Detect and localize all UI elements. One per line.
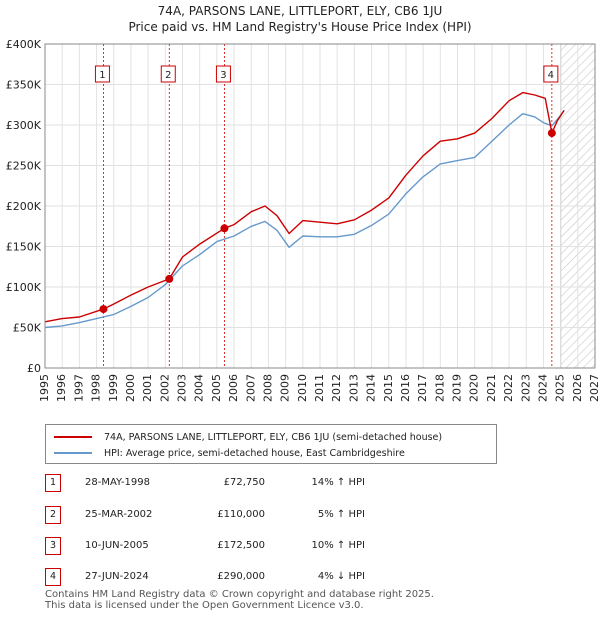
sale-row: 2 25-MAR-2002 £110,000 5% ↑ HPI	[45, 506, 375, 526]
y-tick-label: £150K	[6, 241, 42, 254]
sale-number-badge: 4	[45, 568, 61, 586]
plot-border	[44, 43, 596, 369]
y-tick-label: £400K	[6, 38, 42, 51]
sale-date: 27-JUN-2024	[85, 571, 149, 582]
footer-line1: Contains HM Land Registry data © Crown c…	[45, 589, 434, 600]
sale-number-badge: 3	[45, 537, 61, 555]
y-tick-label: £250K	[6, 160, 42, 173]
sale-label: 2	[165, 70, 171, 81]
y-tick-label: £300K	[6, 119, 42, 132]
x-tick-label: 2008	[261, 374, 274, 402]
x-tick-label: 2024	[536, 374, 549, 402]
x-tick-label: 2026	[571, 374, 584, 402]
y-tick-label: £200K	[6, 200, 42, 213]
sale-number-badge: 2	[45, 506, 61, 524]
price-chart: £0 £50K £100K £150K £200K £250K £300K £350K £400…	[6, 38, 600, 402]
x-tick-label: 2021	[485, 374, 498, 402]
x-tick-label: 1995	[38, 374, 51, 402]
sale-date: 10-JUN-2005	[85, 540, 149, 551]
x-tick-label: 2025	[554, 374, 567, 402]
x-tick-label: 2011	[313, 374, 326, 402]
legend-label-property: 74A, PARSONS LANE, LITTLEPORT, ELY, CB6 …	[104, 431, 443, 443]
sale-label: 3	[220, 70, 226, 81]
sale-point	[165, 274, 174, 283]
sale-date: 28-MAY-1998	[85, 477, 151, 488]
x-tick-label: 2002	[158, 374, 171, 402]
legend-label-hpi: HPI: Average price, semi-detached house,…	[104, 447, 405, 459]
x-tick-label: 2022	[502, 374, 515, 402]
x-tick-label: 2006	[227, 374, 240, 402]
sale-hpi-diff: 4% ↓ HPI	[317, 571, 365, 582]
sale-hpi-diff: 14% ↑ HPI	[311, 477, 365, 488]
sale-row: 4 27-JUN-2024 £290,000 4% ↓ HPI	[45, 568, 375, 588]
sale-hpi-diff: 10% ↑ HPI	[311, 540, 365, 551]
sale-label: 1	[99, 70, 105, 81]
sale-label-box	[543, 65, 559, 83]
legend-swatch-hpi	[54, 452, 92, 454]
hpi-line	[44, 109, 565, 329]
y-tick-label: £350K	[6, 79, 42, 92]
sale-price: £172,500	[217, 540, 265, 551]
x-tick-label: 1997	[72, 374, 85, 402]
x-tick-label: 1996	[55, 374, 68, 402]
sale-row: 1 28-MAY-1998 £72,750 14% ↑ HPI	[45, 474, 375, 494]
x-tick-label: 2000	[124, 374, 137, 402]
legend-item-hpi: HPI: Average price, semi-detached house,…	[54, 446, 405, 460]
y-tick-label: £0	[27, 362, 41, 375]
property-price-line	[44, 91, 565, 323]
sale-number-badge: 1	[45, 474, 61, 492]
sale-label-box	[160, 65, 176, 83]
chart-legend: 74A, PARSONS LANE, LITTLEPORT, ELY, CB6 …	[45, 424, 497, 464]
sale-price: £110,000	[217, 509, 265, 520]
sale-point	[220, 224, 229, 233]
x-tick-label: 2015	[382, 374, 395, 402]
x-tick-label: 2017	[416, 374, 429, 402]
legend-item-property: 74A, PARSONS LANE, LITTLEPORT, ELY, CB6 …	[54, 430, 442, 444]
x-tick-label: 2007	[244, 374, 257, 402]
sale-price: £290,000	[217, 571, 265, 582]
chart-title-line1: 74A, PARSONS LANE, LITTLEPORT, ELY, CB6 …	[157, 4, 443, 18]
x-tick-label: 1999	[107, 374, 120, 402]
y-tick-label: £50K	[13, 322, 42, 335]
sale-price: £72,750	[223, 477, 265, 488]
legend-swatch-property	[54, 436, 92, 438]
sale-point	[99, 305, 108, 314]
x-tick-label: 2016	[399, 374, 412, 402]
sale-date: 25-MAR-2002	[85, 509, 153, 520]
x-tick-label: 2010	[296, 374, 309, 402]
sale-row: 3 10-JUN-2005 £172,500 10% ↑ HPI	[45, 537, 375, 557]
x-tick-label: 2013	[347, 374, 360, 402]
x-tick-label: 2004	[193, 374, 206, 402]
sale-label-box	[215, 65, 231, 83]
x-tick-label: 2003	[176, 374, 189, 402]
footer-line2: This data is licensed under the Open Gov…	[45, 600, 364, 611]
chart-title-line2: Price paid vs. HM Land Registry's House …	[128, 20, 472, 34]
x-tick-label: 2012	[330, 374, 343, 402]
sale-label-box	[94, 65, 110, 83]
x-tick-label: 2019	[451, 374, 464, 402]
x-tick-label: 2005	[210, 374, 223, 402]
x-tick-label: 2018	[433, 374, 446, 402]
x-tick-label: 1998	[90, 374, 103, 402]
x-tick-label: 2009	[279, 374, 292, 402]
x-tick-label: 2014	[365, 374, 378, 402]
x-tick-label: 2001	[141, 374, 154, 402]
sale-point	[547, 129, 556, 138]
sale-hpi-diff: 5% ↑ HPI	[317, 509, 365, 520]
x-tick-label: 2027	[588, 374, 600, 402]
attribution-footer: Contains HM Land Registry data © Crown c…	[45, 589, 434, 611]
x-tick-label: 2023	[519, 374, 532, 402]
y-tick-label: £100K	[6, 281, 42, 294]
sale-label: 4	[548, 70, 554, 81]
x-tick-label: 2020	[468, 374, 481, 402]
